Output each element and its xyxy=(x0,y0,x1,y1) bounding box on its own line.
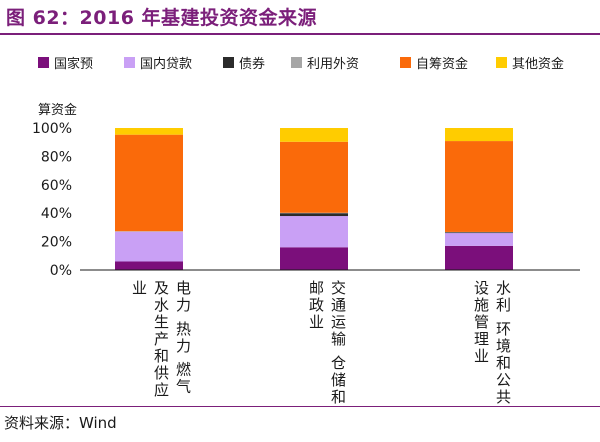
y-axis-label: 算资金 xyxy=(38,103,78,118)
bar-segment xyxy=(280,141,348,213)
legend-label: 国家预 xyxy=(54,56,94,72)
bar-segment xyxy=(115,261,183,270)
bar-segment xyxy=(445,233,513,246)
legend-swatch xyxy=(38,56,49,68)
legend-label: 其他资金 xyxy=(512,56,565,72)
legend-label: 自筹资金 xyxy=(416,56,469,72)
bar-segment xyxy=(445,128,513,142)
bar-segment xyxy=(280,128,348,142)
category-label: 水利 环境和公共设施管理业 xyxy=(472,280,512,406)
chart-legend: 国家预 国内贷款 债券 利用外资 自筹资金 其他资金 xyxy=(38,53,578,72)
bar-segment xyxy=(115,128,183,135)
bar-segment xyxy=(445,245,513,270)
bar-segment xyxy=(115,231,183,262)
legend-swatch xyxy=(291,56,302,68)
source-divider xyxy=(0,406,600,407)
legend-label: 利用外资 xyxy=(307,56,360,72)
bar-segment xyxy=(280,213,348,217)
bar-segment xyxy=(445,232,513,234)
y-tick-label: 100% xyxy=(32,121,72,137)
legend-item: 国家预 xyxy=(38,53,94,72)
y-tick-label: 0% xyxy=(50,263,72,279)
legend-swatch xyxy=(124,56,135,68)
category-label: 电力 热力 燃气及水生产和供应业 xyxy=(130,280,192,399)
y-tick-label: 80% xyxy=(41,149,72,165)
legend-label: 国内贷款 xyxy=(140,56,193,72)
bar-segment xyxy=(280,247,348,270)
legend-swatch xyxy=(223,56,234,68)
bar-segment xyxy=(445,141,513,232)
chart-title: 图 62：2016 年基建投资资金来源 xyxy=(6,7,318,29)
bar-segment xyxy=(115,134,183,232)
category-label: 交通运输 仓储和邮政业 xyxy=(307,280,347,406)
y-tick-label: 20% xyxy=(41,235,72,251)
legend-item: 国内贷款 xyxy=(124,53,193,72)
legend-item: 自筹资金 xyxy=(400,53,469,72)
legend-swatch xyxy=(496,56,507,68)
legend-label: 债券 xyxy=(239,56,266,72)
legend-item: 其他资金 xyxy=(496,53,565,72)
legend-item: 利用外资 xyxy=(291,53,360,72)
source-note: 资料来源：Wind xyxy=(4,414,117,432)
bar-segment xyxy=(280,216,348,248)
title-divider xyxy=(0,33,600,35)
legend-swatch xyxy=(400,56,411,68)
legend-item: 债券 xyxy=(223,53,266,72)
y-tick-label: 60% xyxy=(41,178,72,194)
y-tick-label: 40% xyxy=(41,206,72,222)
